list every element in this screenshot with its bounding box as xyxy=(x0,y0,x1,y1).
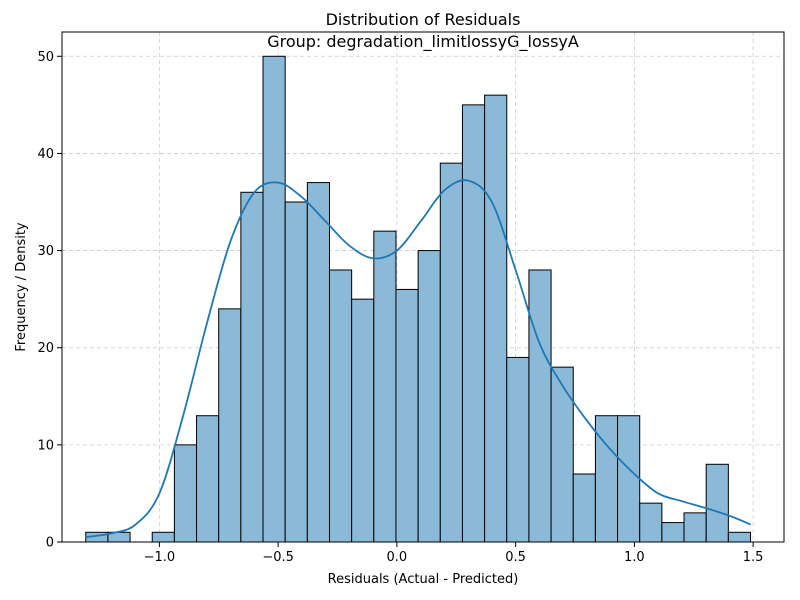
histogram-bar xyxy=(173,444,198,543)
histogram-bar xyxy=(550,366,574,543)
kde-curve xyxy=(85,179,752,539)
x-tick-label: −1.0 xyxy=(144,550,176,565)
histogram-bar xyxy=(639,502,663,543)
x-tick-label: 0.0 xyxy=(387,550,408,565)
histogram-bar xyxy=(461,104,486,543)
x-axis-ticks: −1.0 −0.5 0.0 0.5 1.0 1.5 xyxy=(144,542,764,565)
histogram-bar xyxy=(661,522,685,543)
histogram-bar xyxy=(705,463,729,543)
chart-subtitle: Group: degradation_limitlossyG_lossyA xyxy=(267,32,579,52)
histogram-bar xyxy=(306,182,330,543)
histogram-bar xyxy=(262,55,286,543)
y-tick-label: 30 xyxy=(37,244,54,259)
x-tick-label: 1.0 xyxy=(624,550,645,565)
histogram-bar xyxy=(683,512,707,543)
histogram-bar xyxy=(218,308,242,543)
x-tick-label: −0.5 xyxy=(262,550,294,565)
histogram-bar xyxy=(395,288,419,543)
histogram-bar xyxy=(506,356,530,543)
y-tick-label: 0 xyxy=(46,536,54,551)
y-tick-label: 10 xyxy=(37,438,54,453)
histogram-bar xyxy=(439,162,463,543)
histogram-bar xyxy=(351,298,375,543)
histogram-bar xyxy=(484,94,508,543)
histogram-bar xyxy=(284,201,308,543)
chart-title: Distribution of Residuals xyxy=(326,10,521,29)
histogram-bar xyxy=(373,230,397,543)
histogram-bar xyxy=(572,473,596,543)
y-axis-ticks: 0 10 20 30 40 50 xyxy=(37,50,62,551)
y-tick-label: 20 xyxy=(37,341,54,356)
x-tick-label: 1.5 xyxy=(743,550,764,565)
plot-frame xyxy=(61,31,785,543)
histogram-bars xyxy=(85,55,752,543)
histogram-bar xyxy=(240,191,264,543)
x-tick-label: 0.5 xyxy=(505,550,526,565)
y-tick-label: 50 xyxy=(37,50,54,65)
histogram-bar xyxy=(196,415,220,543)
histogram-bar xyxy=(727,531,752,543)
histogram-bar xyxy=(528,269,552,543)
histogram-bar xyxy=(617,415,641,543)
histogram-bar xyxy=(417,250,441,543)
histogram-bar xyxy=(151,531,175,543)
y-axis-label: Frequency / Density xyxy=(14,222,29,352)
histogram-bar xyxy=(328,269,353,543)
x-axis-label: Residuals (Actual - Predicted) xyxy=(328,572,519,587)
y-tick-label: 40 xyxy=(37,147,54,162)
